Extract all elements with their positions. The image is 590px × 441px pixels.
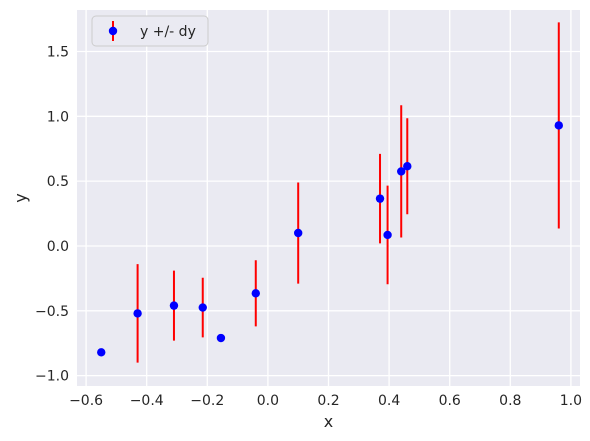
- legend-marker-swatch: [108, 26, 118, 36]
- x-tick-label: −0.2: [190, 393, 224, 409]
- data-point: [554, 121, 563, 130]
- data-point: [293, 228, 303, 238]
- y-tick-label: 1.0: [47, 109, 69, 125]
- data-point: [216, 333, 226, 343]
- x-tick-label: 0.8: [499, 393, 521, 409]
- x-tick-label: 0.2: [317, 393, 339, 409]
- y-tick-label: 0.0: [47, 239, 69, 255]
- x-tick-label: −0.6: [69, 393, 103, 409]
- y-axis-label: y: [11, 193, 30, 202]
- x-tick-label: −0.4: [130, 393, 164, 409]
- legend-box: [91, 15, 209, 47]
- data-point: [375, 194, 385, 203]
- y-tick-label: −1.0: [35, 369, 69, 385]
- data-points: [97, 121, 563, 357]
- x-tick-label: 0.6: [439, 393, 461, 409]
- axis-ticks: −0.6 −0.4 −0.2 0.0 0.2 0.4 0.6 0.8 1.0 −1.0 −0.5 0.…: [35, 44, 582, 409]
- x-axis-label: x: [324, 412, 333, 431]
- x-tick-label: 1.0: [560, 393, 582, 409]
- data-point: [198, 303, 207, 312]
- data-point: [169, 301, 179, 310]
- data-point: [403, 162, 412, 171]
- data-point: [97, 348, 106, 357]
- y-tick-label: 1.5: [47, 44, 69, 60]
- legend: y +/- dy: [91, 15, 209, 47]
- data-point: [251, 289, 260, 298]
- data-point: [133, 309, 142, 318]
- data-point: [397, 167, 406, 176]
- data-point: [383, 230, 392, 240]
- y-tick-label: 0.5: [47, 174, 69, 190]
- y-tick-label: −0.5: [35, 304, 69, 320]
- x-tick-label: 0.0: [257, 393, 279, 409]
- x-tick-label: 0.4: [378, 393, 400, 409]
- grid-lines: [77, 10, 580, 386]
- legend-entry-label: y +/- dy: [140, 24, 196, 40]
